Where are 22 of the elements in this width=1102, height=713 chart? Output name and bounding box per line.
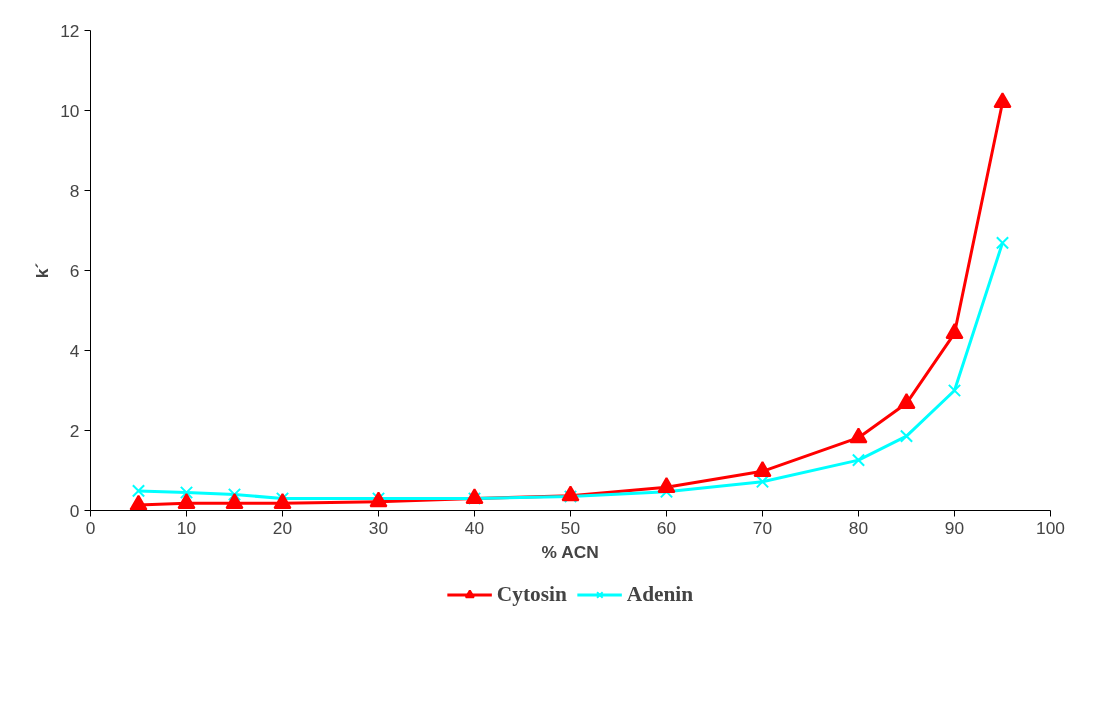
x-tick-label: 80 <box>848 517 869 538</box>
x-tick-label: 10 <box>176 517 197 538</box>
legend-label: Adenin <box>626 581 694 607</box>
y-tick-label: 12 <box>60 20 80 41</box>
y-tick-label: 10 <box>60 100 80 121</box>
x-tick-label: 60 <box>656 517 677 538</box>
y-tick-label: 6 <box>69 260 80 281</box>
x-tick-label: 90 <box>944 517 965 538</box>
y-axis-title: k´ <box>32 262 53 279</box>
x-tick-label: 20 <box>272 517 293 538</box>
x-tick-label: 70 <box>752 517 773 538</box>
y-tick-label: 4 <box>69 340 80 361</box>
x-axis-title: % ACN <box>541 541 599 562</box>
x-tick-label: 100 <box>1036 517 1065 538</box>
x-tick-label: 0 <box>85 517 96 538</box>
y-tick-label: 8 <box>69 180 80 201</box>
x-tick-label: 40 <box>464 517 485 538</box>
x-tick-label: 50 <box>560 517 581 538</box>
legend-label: Cytosin <box>496 581 567 607</box>
y-tick-label: 2 <box>69 420 80 441</box>
x-tick-label: 30 <box>368 517 389 538</box>
y-tick-label: 0 <box>69 500 80 521</box>
